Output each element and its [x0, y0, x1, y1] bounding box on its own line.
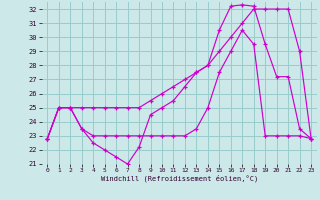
X-axis label: Windchill (Refroidissement éolien,°C): Windchill (Refroidissement éolien,°C)	[100, 175, 258, 182]
